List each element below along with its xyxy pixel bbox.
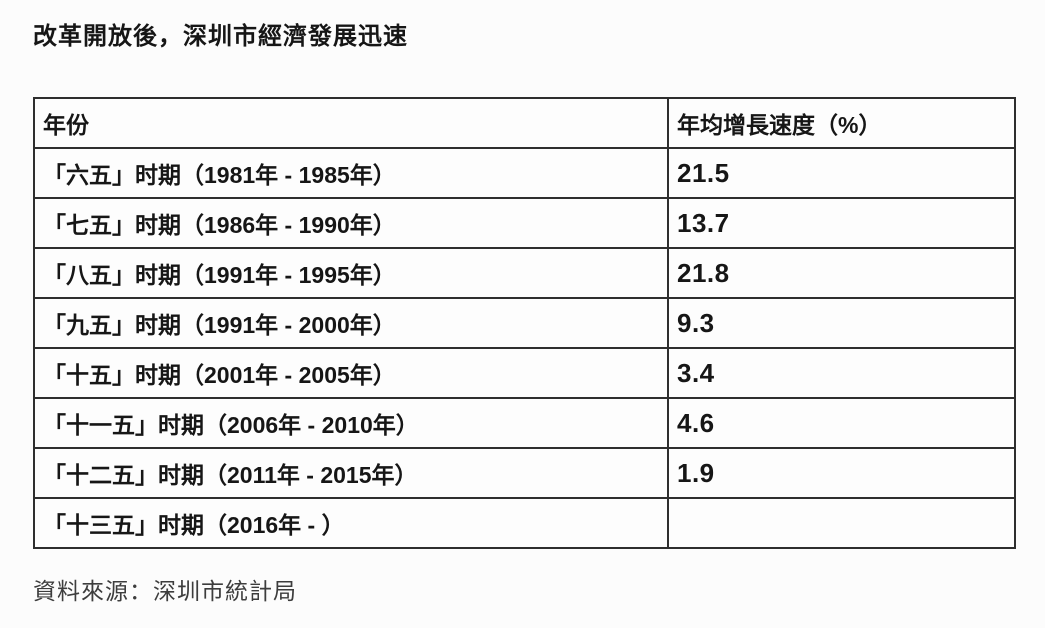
table-header-row: 年份 年均增長速度（%）: [33, 97, 1016, 149]
table-row: 「十一五」时期（2006年 - 2010年） 4.6: [33, 397, 1016, 449]
cell-period: 「九五」时期（1991年 - 2000年）: [33, 297, 669, 349]
cell-rate: [667, 497, 1016, 549]
cell-rate: 4.6: [667, 397, 1016, 449]
cell-rate: 1.9: [667, 447, 1016, 499]
table-row: 「八五」时期（1991年 - 1995年） 21.8: [33, 247, 1016, 299]
cell-period: 「十一五」时期（2006年 - 2010年）: [33, 397, 669, 449]
growth-rate-table: 年份 年均增長速度（%） 「六五」时期（1981年 - 1985年） 21.5 …: [33, 97, 1016, 549]
cell-period: 「六五」时期（1981年 - 1985年）: [33, 147, 669, 199]
table-row: 「九五」时期（1991年 - 2000年） 9.3: [33, 297, 1016, 349]
table-row: 「十二五」时期（2011年 - 2015年） 1.9: [33, 447, 1016, 499]
cell-rate: 21.5: [667, 147, 1016, 199]
cell-rate: 9.3: [667, 297, 1016, 349]
cell-period: 「十二五」时期（2011年 - 2015年）: [33, 447, 669, 499]
cell-rate: 21.8: [667, 247, 1016, 299]
cell-period: 「十五」时期（2001年 - 2005年）: [33, 347, 669, 399]
header-cell-period: 年份: [33, 97, 669, 149]
table-row: 「六五」时期（1981年 - 1985年） 21.5: [33, 147, 1016, 199]
cell-period: 「十三五」时期（2016年 - ）: [33, 497, 669, 549]
table-row: 「十三五」时期（2016年 - ）: [33, 497, 1016, 549]
table-row: 「十五」时期（2001年 - 2005年） 3.4: [33, 347, 1016, 399]
header-cell-rate: 年均增長速度（%）: [667, 97, 1016, 149]
source-note: 資料來源：深圳市統計局: [33, 578, 297, 604]
cell-period: 「七五」时期（1986年 - 1990年）: [33, 197, 669, 249]
cell-rate: 3.4: [667, 347, 1016, 399]
cell-rate: 13.7: [667, 197, 1016, 249]
page-title: 改革開放後，深圳市經濟發展迅速: [33, 23, 408, 50]
cell-period: 「八五」时期（1991年 - 1995年）: [33, 247, 669, 299]
table-row: 「七五」时期（1986年 - 1990年） 13.7: [33, 197, 1016, 249]
